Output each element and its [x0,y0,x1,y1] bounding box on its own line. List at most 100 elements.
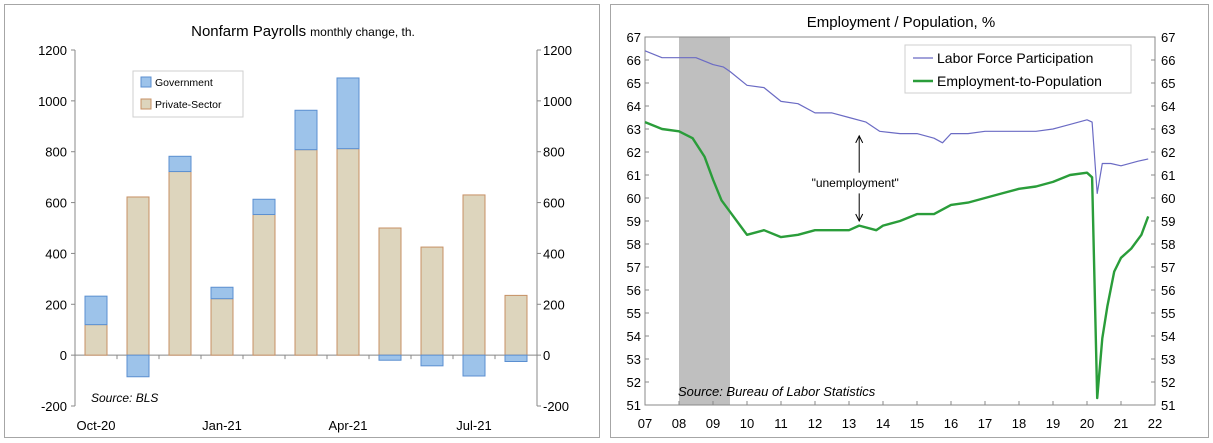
x-tick-label: 13 [842,416,856,431]
y-tick-label-right: 66 [1161,53,1175,68]
legend-box [904,44,1132,94]
x-tick-label: 15 [910,416,924,431]
bar-government [378,354,402,361]
employment-population-chart: Employment / Population, % 51 51 52 52 53 53 54… [627,14,1176,431]
x-tick-label: 21 [1114,416,1128,431]
y-tick-label-left: 600 [45,196,67,211]
y-tick-label-right: 400 [543,246,565,261]
bar-government [420,354,444,367]
y-tick-label-right: 600 [543,196,565,211]
legend-label-government: Government [155,77,213,89]
legend: Labor Force Participation Employment-to-P… [904,44,1132,94]
y-tick-label-right: -200 [543,399,569,414]
nonfarm-payrolls-panel: Nonfarm Payrolls monthly change, th. -200 -… [4,4,600,438]
bar-private-sector [168,171,192,356]
y-tick-label-right: 54 [1161,329,1175,344]
x-tick-label: 08 [672,416,686,431]
bar-private-sector [252,214,276,356]
y-tick-label-left: 59 [627,214,641,229]
y-tick-label-right: 58 [1161,237,1175,252]
bar-government [504,354,528,362]
y-tick-label-right: 67 [1161,30,1175,45]
bar-private-sector [126,196,150,356]
y-tick-label-left: 58 [627,237,641,252]
y-tick-label-left: 67 [627,30,641,45]
nonfarm-payrolls-chart: Nonfarm Payrolls monthly change, th. -200 -… [38,23,572,433]
y-tick-label-right: 61 [1161,168,1175,183]
bar-private-sector [336,148,360,356]
bar-private-sector [378,227,402,356]
x-tick-label: Jan-21 [202,418,242,433]
x-tick-label: 17 [978,416,992,431]
x-tick-label: Apr-21 [328,418,367,433]
x-tick-label: 16 [944,416,958,431]
y-tick-label-left: 0 [60,348,67,363]
y-tick-label-left: 62 [627,145,641,160]
bar-private-sector [504,294,528,356]
source-note: Source: Bureau of Labor Statistics [678,384,876,399]
y-tick-label-left: 1000 [38,94,67,109]
y-tick-label-left: 52 [627,375,641,390]
x-tick-label: 19 [1046,416,1060,431]
y-tick-label-left: 61 [627,168,641,183]
x-tick-label: 07 [638,416,652,431]
y-tick-label-right: 51 [1161,398,1175,413]
legend-label-private-sector: Private-Sector [155,99,222,111]
y-tick-label-left: 800 [45,145,67,160]
legend-swatch-government [140,76,152,88]
chart-subtitle: monthly change, th. [310,25,415,39]
bar-private-sector [84,324,108,356]
y-tick-label-right: 64 [1161,99,1175,114]
y-tick-label-left: -200 [41,399,67,414]
y-tick-label-right: 55 [1161,306,1175,321]
y-tick-label-right: 0 [543,348,550,363]
y-tick-label-left: 53 [627,352,641,367]
y-tick-label-right: 57 [1161,260,1175,275]
x-tick-label: 11 [774,416,788,431]
legend-label-employment-population: Employment-to-Population [937,73,1102,89]
y-tick-label-left: 1200 [38,43,67,58]
y-tick-label-right: 1000 [543,94,572,109]
x-tick-label: 18 [1012,416,1026,431]
employment-population-panel: Employment / Population, % 51 51 52 52 53 53 54… [610,4,1209,438]
x-tick-label: 12 [808,416,822,431]
y-tick-label-right: 53 [1161,352,1175,367]
bar-government [294,109,318,151]
bar-government [336,77,360,150]
line-labor-force-participation [644,50,1149,194]
bar-government [210,286,234,300]
y-tick-label-left: 66 [627,53,641,68]
y-tick-label-left: 64 [627,99,641,114]
x-tick-label: 22 [1148,416,1162,431]
y-tick-label-right: 60 [1161,191,1175,206]
bar-government [168,155,192,173]
bar-government [462,354,486,377]
bar-private-sector [210,298,234,356]
legend-label-labor-force: Labor Force Participation [937,50,1093,66]
line-employment-to-population [644,120,1150,400]
y-tick-label-right: 1200 [543,43,572,58]
y-tick-label-right: 63 [1161,122,1175,137]
y-tick-label-left: 54 [627,329,641,344]
x-tick-label: 10 [740,416,754,431]
y-tick-label-right: 56 [1161,283,1175,298]
bar-private-sector [294,149,318,356]
y-tick-label-left: 57 [627,260,641,275]
y-tick-label-right: 65 [1161,76,1175,91]
y-tick-label-left: 65 [627,76,641,91]
y-tick-label-right: 800 [543,145,565,160]
x-tick-label: Oct-20 [76,418,115,433]
bar-private-sector [462,194,486,356]
chart-title-main: Nonfarm Payrolls [191,23,306,40]
y-tick-label-left: 63 [627,122,641,137]
y-tick-label-left: 51 [627,398,641,413]
y-tick-label-right: 52 [1161,375,1175,390]
annotation-label: "unemployment" [812,176,899,190]
bar-government [126,354,150,378]
bar-government [84,295,108,326]
y-tick-label-right: 200 [543,297,565,312]
annotation-arrow-down-head [855,213,864,223]
bar-private-sector [420,246,444,356]
y-tick-label-left: 55 [627,306,641,321]
x-tick-label: Jul-21 [456,418,491,433]
